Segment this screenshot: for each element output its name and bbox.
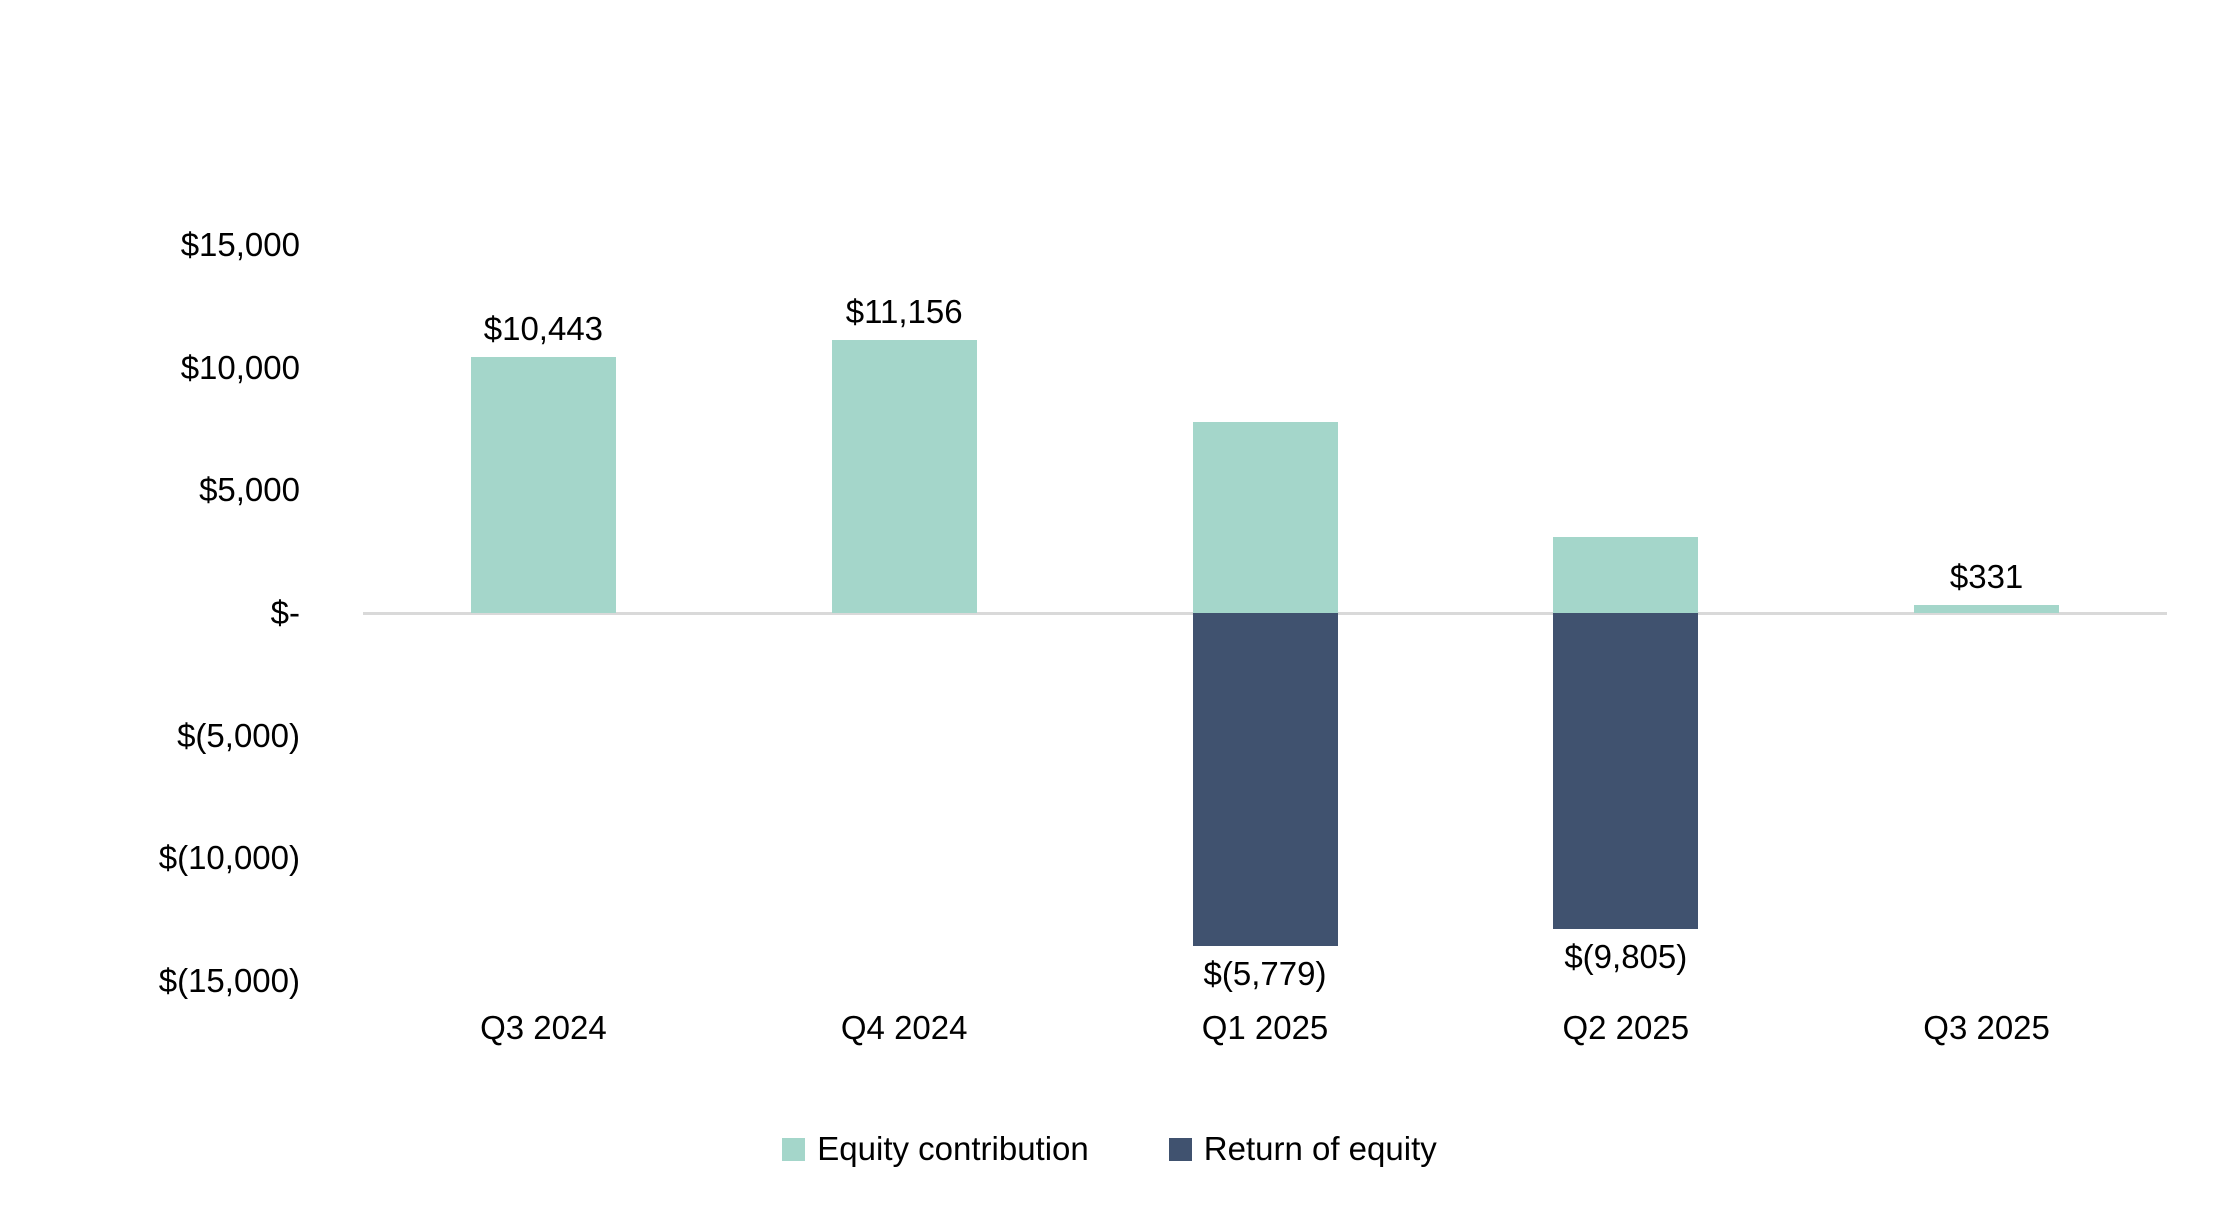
category-label: Q2 2025 — [1562, 1009, 1690, 1046]
legend-swatch-icon — [782, 1137, 806, 1161]
data-label: $331 — [1949, 557, 2024, 595]
category-label: Q3 2025 — [1923, 1009, 2050, 1046]
data-label: $(9,805) — [1564, 938, 1688, 976]
legend-item: Return of equity — [1168, 1129, 1437, 1169]
data-label: $11,156 — [845, 292, 963, 330]
category-label: Q1 2025 — [1201, 1009, 1329, 1046]
bar-segment-equity-contribution — [1553, 537, 1699, 613]
bar-segment-return-of-equity — [1192, 613, 1338, 946]
data-label: $10,443 — [483, 310, 604, 347]
y-axis-tick-label: $5,000 — [199, 471, 300, 509]
legend-label: Return of equity — [1203, 1130, 1437, 1167]
bar-segment-return-of-equity — [1553, 613, 1699, 930]
bar-segment-equity-contribution — [831, 339, 977, 613]
data-label: $(5,779) — [1203, 954, 1327, 992]
legend-swatch-icon — [1168, 1137, 1192, 1161]
legend-label: Equity contribution — [817, 1130, 1089, 1167]
category-label: Q4 2024 — [840, 1009, 968, 1046]
bar-segment-equity-contribution — [1192, 421, 1338, 613]
y-axis-tick-label: $(10,000) — [158, 839, 300, 877]
y-axis-tick-label: $(5,000) — [177, 716, 300, 754]
y-axis-tick-label: $10,000 — [180, 348, 300, 386]
bar-segment-equity-contribution — [1914, 604, 2060, 613]
y-axis-tick-label: $15,000 — [180, 226, 300, 264]
legend-item: Equity contribution — [782, 1129, 1089, 1169]
y-axis-tick-label: $- — [270, 594, 300, 631]
category-label: Q3 2024 — [480, 1009, 607, 1046]
bar-segment-equity-contribution — [470, 357, 616, 613]
y-axis-tick-label: $(15,000) — [158, 961, 300, 999]
legend: Equity contribution Return of equity — [0, 1127, 2219, 1171]
